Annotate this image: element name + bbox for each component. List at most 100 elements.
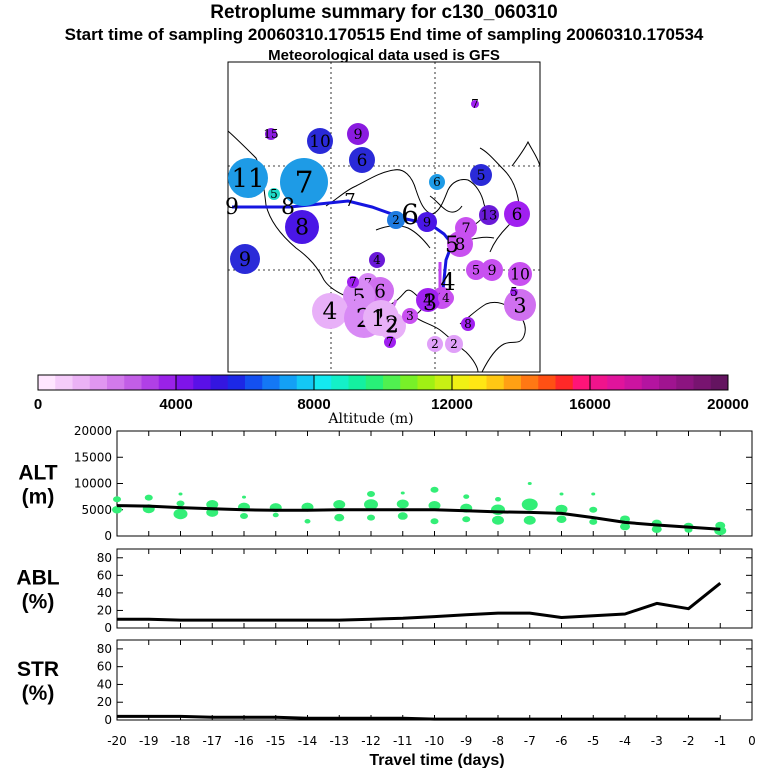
- y-tick-label: 20000: [74, 424, 112, 438]
- panel-frame: [116, 639, 753, 721]
- panel-label: ABL: [16, 567, 59, 590]
- x-tick-label: -17: [202, 734, 222, 748]
- map-track-label: 1: [371, 307, 385, 332]
- y-tick-label: 0: [104, 529, 112, 543]
- colorbar-segment: [400, 375, 418, 390]
- colorbar-tick-label: 16000: [569, 396, 611, 413]
- map-cluster-circle: [265, 128, 277, 140]
- map-cluster-circle: [312, 293, 348, 329]
- colorbar-segment: [693, 375, 712, 390]
- map-cluster-circle: [378, 312, 406, 340]
- series-line-alt: [116, 504, 721, 531]
- x-tick-label: -1: [714, 734, 726, 748]
- map-cluster-group: 1171096155897652913678591047653442123435…: [228, 97, 536, 353]
- x-tick-label: -13: [329, 734, 349, 748]
- altitude-cluster-point: [364, 499, 378, 510]
- altitude-cluster-point: [521, 498, 538, 511]
- y-tick-label: 80: [97, 642, 112, 656]
- map-cluster-circle: [429, 174, 445, 190]
- map-cluster-label: 10: [309, 131, 331, 151]
- colorbar-segment: [55, 375, 73, 390]
- colorbar-tick-label: 4000: [159, 396, 192, 413]
- map-cluster-label: 5: [472, 264, 480, 279]
- sampling-time-line: Start time of sampling 20060310.170515 E…: [64, 25, 704, 44]
- altitude-cluster-point: [495, 497, 501, 502]
- x-axis-label: Travel time (days): [369, 752, 504, 768]
- map-cluster-label: 9: [423, 216, 431, 231]
- colorbar-segment: [434, 375, 453, 390]
- figure-title: Retroplume summary for c130_060310: [210, 2, 558, 23]
- map-cluster-circle: [508, 262, 532, 286]
- map-cluster-circle: [461, 317, 475, 331]
- y-tick-label: 40: [97, 677, 112, 691]
- x-tick-label: -9: [460, 734, 472, 748]
- colorbar-segment: [141, 375, 160, 390]
- map-cluster-label: 7: [349, 275, 357, 289]
- altitude-cluster-point: [334, 513, 345, 522]
- x-tick-label: -8: [492, 734, 504, 748]
- colorbar-segment: [124, 375, 142, 390]
- colorbar-segment: [158, 375, 177, 390]
- altitude-cluster-point: [113, 496, 121, 503]
- map-cluster-label: 7: [386, 335, 394, 349]
- altitude-cluster-point: [492, 515, 504, 525]
- altitude-cluster-point: [589, 518, 598, 525]
- colorbar-segment: [503, 375, 522, 390]
- y-tick-label: 20: [97, 603, 112, 617]
- map-cluster-label: 7: [461, 221, 470, 237]
- altitude-cluster-point: [173, 508, 188, 520]
- map-cluster-circle: [471, 100, 479, 108]
- colorbar-segment: [89, 375, 108, 390]
- map-cluster-circle: [384, 336, 396, 348]
- map-cluster-label: 4: [423, 291, 433, 309]
- map-cluster-circle: [349, 147, 375, 173]
- map-cluster-circle: [445, 335, 463, 353]
- map-cluster-circle: [417, 212, 437, 232]
- colorbar-segment: [486, 375, 505, 390]
- panel-abl: 0 20 40 60 80 ABL(%): [16, 548, 753, 635]
- x-tick-label: -16: [234, 734, 254, 748]
- map-cluster-label: 2: [392, 213, 400, 227]
- map-cluster-label: 13: [481, 209, 498, 224]
- map-cluster-label: 2: [386, 316, 398, 337]
- colorbar-segment: [72, 375, 91, 390]
- colorbar-segment: [176, 375, 194, 390]
- series-line-abl: [117, 582, 722, 622]
- map-track-label: 9: [225, 195, 239, 220]
- colorbar-segment: [107, 375, 125, 390]
- colorbar-segment: [365, 375, 384, 390]
- x-tick-label: -6: [556, 734, 568, 748]
- colorbar-segment: [348, 375, 367, 390]
- colorbar-segment: [538, 375, 556, 390]
- map-cluster-label: 9: [487, 263, 496, 279]
- map-cluster-circle: [427, 336, 443, 352]
- coastline: [227, 130, 479, 373]
- y-tick-label: 10000: [74, 477, 112, 491]
- map-track-label: 8: [281, 195, 295, 220]
- altitude-cluster-point: [206, 500, 219, 509]
- colorbar: 0 4000 8000 12000 16000 20000 Altitude (m): [34, 374, 749, 427]
- x-tick-label: -15: [266, 734, 286, 748]
- x-tick-label: -10: [425, 734, 445, 748]
- altitude-cluster-point: [400, 491, 405, 495]
- map-track-label: 6: [401, 198, 419, 231]
- altitude-cluster-point: [591, 492, 596, 496]
- x-tick-label: -20: [107, 734, 127, 748]
- y-tick-label: 15000: [74, 450, 112, 464]
- colorbar-segment: [331, 375, 349, 390]
- coastline: [459, 301, 526, 373]
- altitude-cluster-point: [556, 515, 567, 523]
- colorbar-segment: [279, 375, 298, 390]
- altitude-cluster-point: [523, 515, 536, 525]
- map-cluster-label: 6: [433, 175, 441, 189]
- y-tick-label: 60: [97, 568, 112, 582]
- map-cluster-label: 5: [476, 168, 485, 184]
- map-cluster-label: 2: [431, 337, 439, 351]
- x-tick-label: -14: [298, 734, 318, 748]
- map-cluster-label: 2: [450, 337, 458, 351]
- map-cluster-circle: [479, 205, 499, 225]
- altitude-cluster-point: [555, 504, 568, 514]
- colorbar-segment: [314, 375, 332, 390]
- y-tick-label: 40: [97, 586, 112, 600]
- y-tick-label: 0: [104, 713, 112, 727]
